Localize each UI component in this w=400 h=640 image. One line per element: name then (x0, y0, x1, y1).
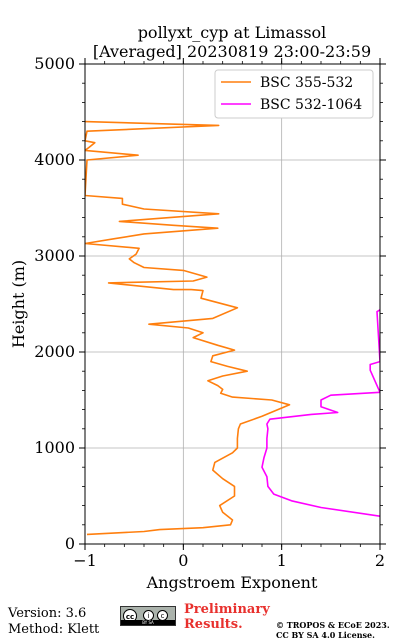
angstroem-profile-chart: pollyxt_cyp at Limassol [Averaged] 20230… (9, 23, 386, 592)
y-tick-label: 3000 (34, 246, 75, 265)
copyright-line-2: CC BY SA 4.0 License. (276, 630, 375, 640)
y-tick-label: 2000 (34, 342, 75, 361)
chart-subtitle: [Averaged] 20230819 23:00-23:59 (93, 42, 371, 61)
preliminary-note: Preliminary Results. (184, 602, 270, 632)
x-tick-label: 1 (277, 551, 287, 570)
chart-title: pollyxt_cyp at Limassol (138, 23, 327, 42)
copyright-note: © TROPOS & ECoE 2023. CC BY SA 4.0 Licen… (276, 620, 390, 640)
legend-label-bsc-532-1064: BSC 532-1064 (260, 97, 362, 113)
x-tick-label: −1 (73, 551, 97, 570)
preliminary-line-1: Preliminary (184, 602, 270, 617)
footer-info: Version: 3.6 Method: Klett (8, 606, 99, 638)
y-tick-label: 1000 (34, 438, 75, 457)
y-tick-label: 0 (65, 534, 75, 553)
grid-lines (84, 63, 381, 545)
series-lines (85, 120, 380, 536)
cc-license-badge: cc i c BY SA (120, 606, 176, 626)
legend-label-bsc-355-532: BSC 355-532 (260, 75, 353, 91)
version-text: Version: 3.6 (8, 606, 87, 621)
legend: BSC 355-532 BSC 532-1064 (214, 69, 374, 119)
method-text: Method: Klett (8, 622, 100, 637)
y-tick-label: 5000 (34, 54, 75, 73)
x-tick-label: 2 (375, 551, 385, 570)
series-line-bsc-532-1064 (261, 309, 380, 517)
x-axis-label: Angstroem Exponent (146, 573, 318, 592)
series-line-bsc-355-532 (85, 120, 291, 536)
preliminary-line-2: Results. (184, 617, 243, 632)
legend-box (214, 69, 374, 119)
x-tick-label: 0 (178, 551, 188, 570)
cc-license-strip: BY SA (121, 620, 175, 625)
y-tick-label: 4000 (34, 150, 75, 169)
copyright-line-1: © TROPOS & ECoE 2023. (276, 620, 390, 630)
plot-frame (84, 63, 381, 545)
y-axis-label: Height (m) (9, 260, 28, 348)
